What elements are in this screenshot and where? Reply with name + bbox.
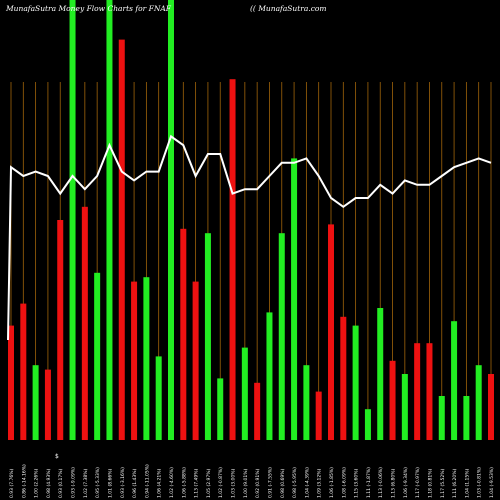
bar-up [364,409,371,440]
x-tick-label: 1.01 (8.66%) [107,468,113,498]
bar-up [352,325,359,440]
x-tick-label: 1.06 (-9.34%) [403,467,409,498]
x-tick-label: 0.98 (0.69%) [280,468,286,498]
bar-down [340,316,347,440]
x-tick-label: 1.06 (-5.88%) [181,467,187,498]
x-tick-label: 1.04 (1.15%) [464,468,470,498]
bar-down [389,360,396,440]
bar-up [204,233,211,440]
bar-down [229,79,236,440]
x-tick-label: 1.13 (-0.06%) [378,467,384,498]
x-tick-label: 0.93 (7.76%) [9,468,15,498]
bar-down [414,343,421,440]
bar-up [401,374,408,440]
x-tick-label: 0.86 (-14.16%) [21,464,27,498]
x-tick-label: 1.08 (-6.09%) [341,467,347,498]
bar-down [118,39,125,440]
x-tick-label: 1.00 (2.26%) [34,468,40,498]
x-tick-label: 1.02 (-0.87%) [218,467,224,498]
x-tick-label: 1.06 (4.21%) [157,468,163,498]
bar-down [57,220,64,440]
bar-up [278,233,285,440]
bar-down [81,206,88,440]
bar-up [155,356,162,440]
x-tick-label: 1.18 (0.81%) [427,468,433,498]
bar-up [303,365,310,440]
bar-down [328,224,334,440]
x-tick-label: 1.00 (9.01%) [243,468,249,498]
bar-up [94,272,101,440]
x-tick-label: 1.17 (-0.97%) [415,467,421,498]
bar-up [168,0,174,440]
x-tick-label: 1.06 (-1.85%) [329,467,335,498]
bar-down [315,391,322,440]
x-tick-label: 1.11 (-1.87%) [366,467,372,498]
x-tick-label: 1.03 (3.00%) [231,468,237,498]
x-tick-label: 1.02 (7.38%) [83,468,89,498]
price-line [7,134,492,341]
x-tick-label: 0.93 (-3.16%) [120,467,126,498]
x-tick-label: 1.17 (5.52%) [440,468,446,498]
bar-up [143,277,150,440]
x-tick-label: 0.93 (0.17%) [58,468,64,498]
bar-down [180,228,187,440]
x-tick-label: 1.03 (-0.81%) [477,467,483,498]
bar-down [44,369,51,440]
bar-up [291,158,298,440]
bar-up [475,365,482,440]
site-credit: (( MunafaSutra.com [250,4,327,13]
x-tick-label: 1.04 (-4.39%) [304,467,310,498]
x-tick-label: 1.15 (3.60%) [354,468,360,498]
axis-symbol-mark: $ [55,453,59,460]
bar-down [192,281,199,440]
x-tick-label: 0.96 (1.43%) [132,468,138,498]
bar-up [451,321,458,440]
bar-up [69,0,76,440]
x-tick-label: 1.02 (-4.60%) [169,467,175,498]
bar-up [32,365,39,440]
bar-up [241,347,248,440]
bar-up [266,312,273,440]
x-tick-label: 0.98 (-5.95%) [292,467,298,498]
x-tick-label: 0.93 (-9.09%) [71,467,77,498]
chart-title: MunafaSutra Money Flow Charts for FNAF [5,4,172,13]
x-tick-label: 1.09 (3.12%) [317,468,323,498]
x-tick-label: 1.11 (6.20%) [452,468,458,498]
bar-up [377,308,384,440]
x-tick-label: 0.98 (4.93%) [46,468,52,498]
x-tick-label: 1.13 (6.80%) [391,468,397,498]
bar-up [463,396,470,440]
x-tick-label: 0.95 (-5.33%) [95,467,101,498]
bar-up [217,378,224,440]
x-tick-label: 1.13 (7.49%) [194,468,200,498]
bars [8,0,494,440]
bar-down [488,374,494,440]
bar-down [254,382,261,440]
bar-down [20,303,27,440]
bar-down [8,325,14,440]
bar-down [426,343,433,440]
bar-up [106,0,113,440]
x-tick-label: 0.91 (-7.55%) [267,467,273,498]
x-tick-label: 1.05 (2.97%) [206,468,212,498]
x-tick-label: 1.04 (-9.53%) [489,467,495,498]
bar-up [438,396,445,440]
bar-down [131,281,138,440]
x-tick-label: 0.92 (0.91%) [255,468,261,498]
x-tick-label: 0.94 (-11.05%) [144,464,150,498]
tick-labels: 0.93 (7.76%) 0.86 (-14.16%) 1.00 (2.26%) 0.… [9,464,495,498]
